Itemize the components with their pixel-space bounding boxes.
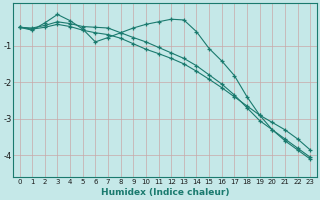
X-axis label: Humidex (Indice chaleur): Humidex (Indice chaleur) (100, 188, 229, 197)
